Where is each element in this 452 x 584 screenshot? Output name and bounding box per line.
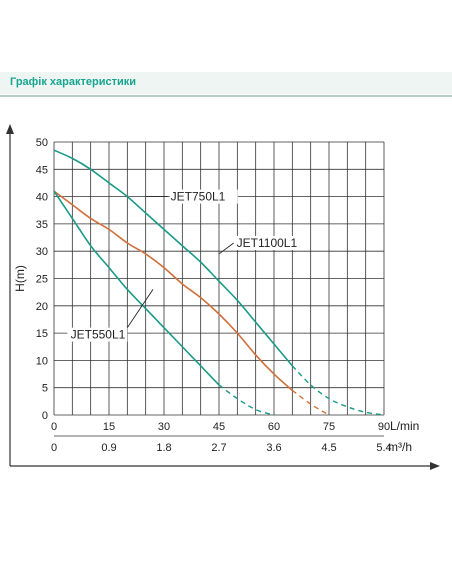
x-tick-label: 15 [103,421,115,433]
series-line-jet750l1 [53,149,293,367]
annotation-label: JET1100L1 [237,236,298,250]
x-tick-label: 60 [268,421,280,433]
x2-axis-unit-label: m³/h [388,440,412,454]
x-tick-label: 90 [378,421,390,433]
section-title: Графік характеристики [10,76,136,88]
header-divider [0,95,452,97]
annotation-label-bg [169,189,238,204]
x2-tick-label: 5.4 [376,442,391,454]
chart-axes [6,124,440,470]
series-line-jet550l1 [53,190,220,386]
chart-labels: 0 5 10 15 20 25 30 35 40 45 50 0 15 30 45 60 75 90 0 0.9 1.8… [13,137,419,454]
x2-tick-label: 4.5 [321,442,336,454]
y-tick-label: 20 [36,301,48,313]
chart-grid [53,141,385,416]
y-tick-label: 15 [36,328,48,340]
x-tick-label: 30 [158,421,170,433]
annotation-label: JET550L1 [71,328,126,342]
y-tick-label: 50 [36,137,48,149]
x-axis-arrow-icon [430,462,440,470]
series-line-dashed-jet1100l1 [291,389,330,416]
y-tick-label: 45 [36,164,48,176]
annotation-label-bg [67,327,128,342]
y-tick-label: 25 [36,274,48,286]
y-axis-arrow-icon [6,124,14,134]
series-line-jet1100l1 [53,190,293,392]
x2-tick-label: 2.7 [211,442,226,454]
chart-series [53,149,385,416]
y-tick-label: 30 [36,246,48,258]
y-tick-label: 0 [42,410,48,422]
y-tick-label: 10 [36,355,48,367]
y-tick-label: 40 [36,192,48,204]
annotation-leader [126,289,154,328]
series-line-dashed-jet550l1 [218,384,275,416]
x-tick-label: 75 [323,421,335,433]
x-axis-unit-label: L/min [390,419,419,433]
y-tick-label: 35 [36,219,48,231]
annotation-leader [218,242,234,255]
x2-tick-label: 0.9 [101,442,116,454]
x2-tick-label: 0 [51,442,57,454]
annotation-label-bg [235,236,304,251]
y-tick-label: 5 [42,383,48,395]
header-band [0,72,452,94]
x2-tick-label: 1.8 [156,442,171,454]
x-tick-label: 0 [51,421,57,433]
y-axis-label: H(m) [13,265,27,292]
annotation-label: JET750L1 [171,190,226,204]
x2-tick-label: 3.6 [266,442,281,454]
series-line-dashed-jet750l1 [291,365,385,416]
x-tick-label: 45 [213,421,225,433]
